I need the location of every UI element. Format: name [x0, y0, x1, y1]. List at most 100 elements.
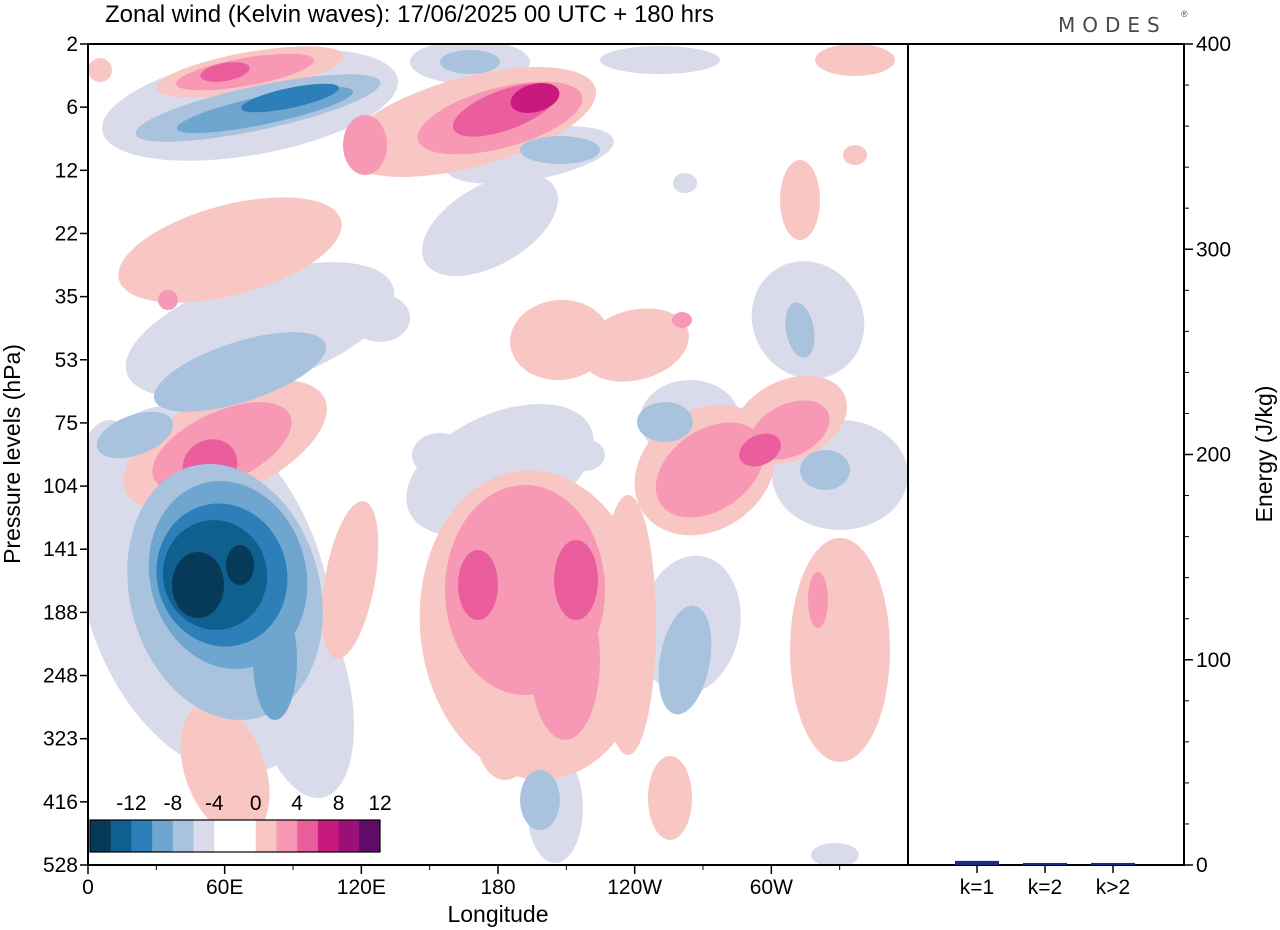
- energy-y-tick-label: 300: [1196, 238, 1231, 261]
- colorbar-swatch: [276, 820, 298, 852]
- contour-patch: [637, 402, 693, 442]
- y-tick-label: 6: [66, 96, 78, 119]
- contour-patch: [808, 572, 828, 628]
- contour-patch: [785, 302, 815, 358]
- colorbar-label: 12: [368, 792, 391, 815]
- chart-title: Zonal wind (Kelvin waves): 17/06/2025 00…: [105, 1, 714, 28]
- contour-patch: [96, 411, 174, 459]
- y-tick-label: 22: [55, 222, 78, 245]
- y-tick-label: 53: [55, 349, 78, 372]
- contour-patch: [600, 46, 720, 74]
- energy-bars: k=1 k=2 k>2: [955, 860, 1135, 899]
- contour-patch: [600, 495, 656, 755]
- x-axis-label: Longitude: [447, 901, 548, 927]
- contour-patch: [88, 58, 112, 82]
- colorbar-label: 4: [291, 792, 303, 815]
- y-tick-label: 104: [43, 475, 78, 498]
- colorbar-swatch: [297, 820, 319, 852]
- colorbar-swatch: [110, 820, 132, 852]
- energy-axis: 0 100 200 300 400: [1184, 33, 1231, 877]
- contour-patch: [422, 173, 558, 277]
- y-tick-label: 323: [43, 728, 78, 751]
- colorbar-swatch: [317, 820, 339, 852]
- contour-patch: [475, 680, 535, 780]
- contour-patch: [241, 83, 339, 113]
- x-tick-label: 60W: [750, 876, 793, 899]
- energy-y-tick-label: 200: [1196, 444, 1231, 467]
- colorbar-swatch: [90, 820, 112, 852]
- contour-patch: [581, 308, 689, 382]
- energy-bar: [1091, 862, 1135, 865]
- contour-patch: [350, 294, 410, 342]
- colorbar-swatch: [255, 820, 277, 852]
- contour-patch: [510, 83, 560, 113]
- x-tick-label: 60E: [206, 876, 243, 899]
- contour-patch: [200, 62, 250, 82]
- energy-frame: [907, 43, 1185, 866]
- colorbar-frame: [89, 819, 381, 853]
- contour-patch: [800, 450, 850, 490]
- contour-patch: [565, 439, 605, 471]
- energy-category-label: k=1: [960, 876, 994, 899]
- colorbar-label: 0: [250, 792, 262, 815]
- contour-patch: [172, 552, 224, 618]
- y-axis-label: Pressure levels (hPa): [0, 344, 25, 564]
- brand-mark: ®: [1181, 9, 1188, 19]
- contour-patch: [226, 545, 254, 585]
- contour-patch: [158, 290, 178, 310]
- contour-patch: [658, 605, 712, 715]
- contour-patch: [815, 44, 895, 76]
- colorbar-swatch: [235, 820, 257, 852]
- y-tick-label: 75: [55, 412, 78, 435]
- energy-category-label: k=2: [1028, 876, 1062, 899]
- colorbar-swatch: [172, 820, 194, 852]
- y-tick-label: 188: [43, 601, 78, 624]
- energy-axis-label: Energy (J/kg): [1251, 386, 1277, 523]
- colorbar: -12 -8 -4 0 4 8 12: [89, 792, 392, 853]
- colorbar-swatch: [131, 820, 153, 852]
- colorbar-label: 8: [333, 792, 345, 815]
- y-tick-label: 35: [55, 286, 78, 309]
- contour-patch: [655, 422, 765, 518]
- contour-patch: [520, 770, 560, 830]
- contour-patch: [412, 433, 468, 477]
- contour-patch: [180, 702, 270, 838]
- contour-patch: [554, 540, 598, 620]
- contour-patch: [440, 50, 500, 74]
- contour-field: [88, 44, 908, 865]
- colorbar-swatch: [338, 820, 360, 852]
- contour-patch: [520, 136, 600, 164]
- y-tick-label: 2: [66, 33, 78, 56]
- contour-patch: [811, 843, 859, 865]
- colorbar-swatch: [359, 820, 381, 852]
- colorbar-swatch: [193, 820, 215, 852]
- energy-y-tick-label: 400: [1196, 33, 1231, 56]
- colorbar-label: -12: [116, 792, 146, 815]
- energy-bar: [1023, 862, 1067, 865]
- contour-patch: [672, 312, 692, 328]
- colorbar-label: -8: [164, 792, 183, 815]
- energy-y-tick-label: 100: [1196, 649, 1231, 672]
- colorbar-swatch: [214, 820, 236, 852]
- y-tick-label: 141: [43, 538, 78, 561]
- y-tick-label: 416: [43, 791, 78, 814]
- energy-category-label: k>2: [1096, 876, 1130, 899]
- contour-patch: [673, 173, 697, 193]
- contour-patch: [458, 550, 498, 620]
- x-tick-label: 180: [480, 876, 515, 899]
- x-axis: 0 60E 120E 180 120W 60W: [82, 865, 841, 899]
- contour-patch: [153, 332, 327, 412]
- contour-patch: [843, 145, 867, 165]
- energy-y-tick-label: 0: [1196, 854, 1208, 877]
- energy-bar: [955, 860, 999, 865]
- y-tick-label: 248: [43, 665, 78, 688]
- colorbar-label: -4: [205, 792, 224, 815]
- contour-patch: [780, 160, 820, 240]
- contour-patch: [739, 433, 781, 467]
- contour-patch: [343, 115, 387, 175]
- x-tick-label: 120E: [337, 876, 386, 899]
- contour-patch: [790, 538, 890, 762]
- brand-logo: MODES: [1058, 13, 1167, 37]
- x-tick-label: 120W: [607, 876, 662, 899]
